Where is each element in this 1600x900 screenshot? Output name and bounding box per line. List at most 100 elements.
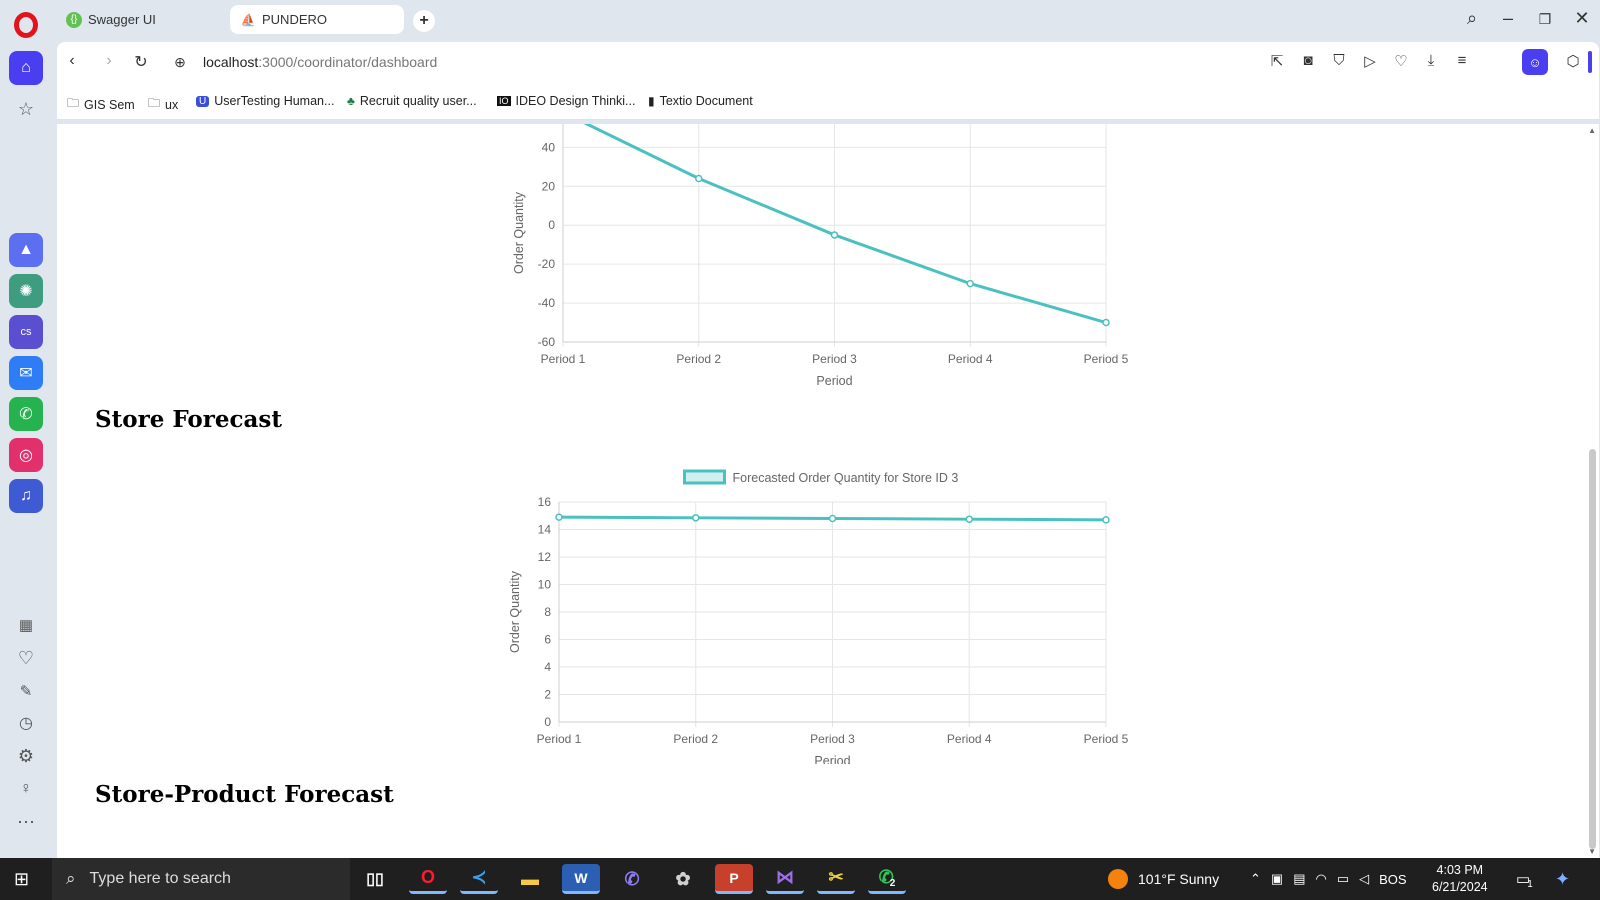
opera-taskbar-icon[interactable]: O xyxy=(409,864,447,894)
lightbulb-icon[interactable]: ♀ xyxy=(20,780,32,797)
wifi-icon[interactable]: ◠ xyxy=(1315,871,1327,886)
display-icon[interactable]: ▤ xyxy=(1293,871,1306,886)
instagram-icon[interactable]: ◎ xyxy=(9,438,43,472)
clock[interactable]: 4:03 PM 6/21/2024 xyxy=(1432,862,1488,896)
bookmark-ux[interactable]: 🗀 ux xyxy=(148,94,178,115)
snapshot-camera-icon[interactable]: ◙ xyxy=(1303,52,1313,69)
viber-taskbar-icon[interactable]: ✆ xyxy=(624,868,640,889)
copilot-icon[interactable]: ✦ xyxy=(1555,868,1571,889)
meet-icon[interactable]: ▣ xyxy=(1270,871,1284,886)
url-host: localhost xyxy=(203,54,259,70)
vscode-taskbar-icon[interactable]: ≺ xyxy=(460,864,498,894)
y-tick-label: 8 xyxy=(544,605,551,619)
battery-icon[interactable]: ▭ xyxy=(1336,871,1350,886)
tab-bar: {} Swagger UI ⛵ PUNDERO + ⌕ – ❐ ✕ xyxy=(52,0,1600,40)
whatsapp-taskbar-icon[interactable]: ✆ 2 xyxy=(868,864,906,894)
easy-setup-icon[interactable]: ≡ xyxy=(1457,52,1467,69)
adblock-shield-icon[interactable]: ⛉ xyxy=(1333,52,1345,69)
powerpoint-taskbar-icon[interactable]: P xyxy=(715,864,753,894)
scroll-up-icon[interactable]: ▲ xyxy=(1588,126,1596,135)
forward-icon[interactable]: › xyxy=(106,52,112,69)
page-scrollbar[interactable]: ▲ ▼ xyxy=(1585,124,1599,858)
edit-icon[interactable]: ✎ xyxy=(19,683,33,700)
home-icon[interactable]: ⌂ xyxy=(9,51,43,85)
bookmark-gis-sem[interactable]: 🗀 GIS Sem xyxy=(67,94,135,115)
extensions-cube-icon[interactable]: ⬡ xyxy=(1566,53,1580,70)
y-tick-label: 0 xyxy=(548,218,555,232)
taskbar-search-box[interactable]: ⌕ Type here to search xyxy=(52,858,350,900)
site-info-globe-icon[interactable]: ⊕ xyxy=(174,54,186,70)
notification-center-icon[interactable]: ▭ 1 xyxy=(1516,871,1533,890)
reload-icon[interactable]: ↻ xyxy=(134,54,148,71)
clock-date: 6/21/2024 xyxy=(1432,880,1488,894)
word-taskbar-icon[interactable]: W xyxy=(562,864,600,894)
language-indicator[interactable]: BOS xyxy=(1379,871,1407,887)
address-bar: ‹ › ↻ ⊕ localhost:3000/coordinator/dashb… xyxy=(57,42,1599,82)
weather-widget[interactable]: 101°F Sunny xyxy=(1108,858,1219,900)
share-icon[interactable]: ⇱ xyxy=(1270,53,1284,70)
bookmark-textio[interactable]: ▮ Textio Document xyxy=(648,94,753,108)
x-axis-title: Period xyxy=(814,754,850,764)
new-tab-button[interactable]: + xyxy=(413,10,435,32)
workspaces-icon[interactable]: ▦ xyxy=(18,617,34,634)
back-icon[interactable]: ‹ xyxy=(69,52,75,69)
data-point xyxy=(695,174,703,183)
cs-app-icon[interactable]: cs xyxy=(9,315,43,349)
y-axis-title: Order Quantity xyxy=(508,570,522,653)
scroll-down-icon[interactable]: ▼ xyxy=(1588,847,1596,856)
store-forecast-chart: 0 2 4 6 8 10 12 14 16 Period 1 Period 2 Period 3 Per… xyxy=(508,469,1129,764)
y-tick-label: 6 xyxy=(544,633,551,647)
sidebar-toggle-indicator[interactable] xyxy=(1588,51,1592,73)
url-path: :3000/coordinator/dashboard xyxy=(258,54,438,70)
y-tick-label: 20 xyxy=(542,179,556,193)
pundero-favicon-icon: ⛵ xyxy=(240,12,256,27)
history-icon[interactable]: ◷ xyxy=(19,715,33,732)
url-field[interactable]: localhost:3000/coordinator/dashboard xyxy=(203,54,437,70)
weather-text: 101°F Sunny xyxy=(1138,871,1220,887)
y-tick-label: -60 xyxy=(538,335,556,349)
minimize-icon[interactable]: – xyxy=(1502,8,1513,28)
bookmark-ideo[interactable]: IO IDEO Design Thinki... xyxy=(497,94,635,108)
search-placeholder: Type here to search xyxy=(89,870,231,887)
profile-avatar-icon[interactable]: ☺ xyxy=(1522,49,1548,75)
bookmark-label: IDEO Design Thinki... xyxy=(515,94,636,108)
y-tick-label: 2 xyxy=(544,688,551,702)
scrollbar-thumb[interactable] xyxy=(1589,449,1596,849)
opera-logo-icon[interactable] xyxy=(14,12,38,38)
visual-studio-icon[interactable]: ⋈ xyxy=(766,864,804,894)
close-window-icon[interactable]: ✕ xyxy=(1574,8,1590,28)
settings-gear-icon[interactable]: ⚙ xyxy=(17,745,35,766)
star-icon[interactable]: ☆ xyxy=(17,98,35,119)
restore-icon[interactable]: ❐ xyxy=(1538,11,1552,27)
clock-time: 4:03 PM xyxy=(1436,863,1484,877)
music-player-icon[interactable]: ♫ xyxy=(9,479,43,513)
y-tick-label: 0 xyxy=(544,715,551,729)
whatsapp-icon[interactable]: ✆ xyxy=(9,397,43,431)
tab-pundero[interactable]: ⛵ PUNDERO xyxy=(230,5,404,34)
aria-icon[interactable]: ▲ xyxy=(9,233,43,267)
windows-start-icon[interactable]: ⊞ xyxy=(14,869,30,889)
player-icon[interactable]: ▷ xyxy=(1364,53,1376,70)
y-tick-label: 10 xyxy=(538,578,552,592)
messenger-icon[interactable]: ✉ xyxy=(9,356,43,390)
bookmark-usertesting[interactable]: U UserTesting Human... xyxy=(196,94,334,108)
whatsapp-badge: 2 xyxy=(889,878,896,889)
chevron-up-icon[interactable]: ⌃ xyxy=(1250,871,1261,886)
more-icon[interactable]: ⋯ xyxy=(17,811,35,832)
bookmark-label: GIS Sem xyxy=(84,97,135,112)
task-view-icon[interactable]: ▯▯ xyxy=(366,871,384,888)
heart-icon[interactable]: ♡ xyxy=(17,647,35,668)
bookmark-recruit[interactable]: ♣ Recruit quality user... xyxy=(347,94,477,108)
search-tabs-icon[interactable]: ⌕ xyxy=(1466,8,1478,28)
tab-swagger-ui[interactable]: {} Swagger UI xyxy=(56,5,224,34)
volume-icon[interactable]: ◁ xyxy=(1359,871,1370,886)
system-tray-icons: ⌃ ▣ ▤ ◠ ▭ ◁ BOS xyxy=(1250,858,1407,900)
app-taskbar-icon[interactable]: ✿ xyxy=(675,868,691,889)
download-icon[interactable]: ⤓ xyxy=(1427,52,1435,69)
chatgpt-icon[interactable]: ✺ xyxy=(9,274,43,308)
my-flow-heart-icon[interactable]: ♡ xyxy=(1394,53,1408,70)
file-explorer-icon[interactable]: ▬ xyxy=(521,868,539,889)
snipping-tool-icon[interactable]: ✂ xyxy=(817,864,855,894)
notification-count: 1 xyxy=(1527,878,1533,890)
